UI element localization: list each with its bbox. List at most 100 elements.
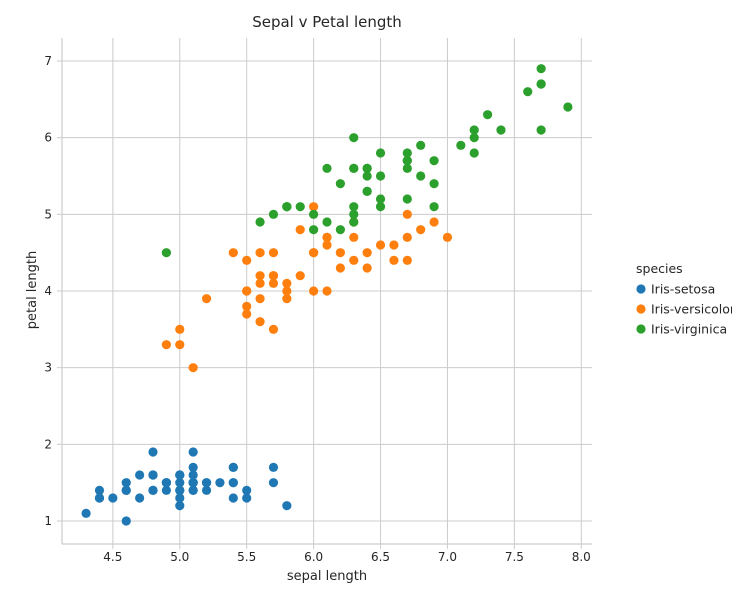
data-point [375, 148, 386, 158]
data-point [268, 209, 279, 219]
x-axis-label: sepal length [287, 569, 367, 584]
grid [62, 38, 592, 544]
data-point [496, 125, 506, 135]
data-point [429, 179, 439, 189]
legend-title: species [636, 261, 683, 276]
data-point [349, 133, 359, 143]
data-point [188, 447, 198, 457]
data-point [282, 294, 292, 304]
data-point [282, 278, 292, 288]
data-point [121, 485, 131, 495]
data-point [402, 232, 412, 242]
legend-marker [636, 284, 646, 294]
data-point [362, 163, 372, 173]
y-tick-label: 6 [44, 131, 52, 145]
x-tick-label: 7.0 [438, 550, 457, 564]
data-point [188, 470, 198, 480]
y-tick-label: 4 [44, 284, 52, 298]
data-point [161, 485, 171, 495]
data-point [188, 363, 198, 373]
data-point [536, 125, 546, 135]
data-point [228, 493, 238, 503]
data-point [188, 485, 198, 495]
data-point [349, 163, 359, 173]
data-point [268, 462, 279, 472]
y-tick-label: 7 [44, 54, 52, 68]
y-tick-label: 2 [44, 437, 52, 451]
data-point [228, 478, 238, 488]
legend-label: Iris-versicolor [651, 302, 732, 317]
data-point [148, 470, 158, 480]
data-point [309, 209, 319, 219]
data-point [242, 309, 252, 319]
data-point [268, 478, 279, 488]
data-point [135, 493, 145, 503]
data-point [536, 64, 546, 74]
data-point [255, 317, 265, 327]
data-point [161, 248, 171, 258]
data-point [375, 240, 386, 250]
legend-label: Iris-virginica [651, 322, 727, 337]
x-tick-label: 8.0 [572, 550, 591, 564]
data-point [268, 248, 279, 258]
data-point [175, 493, 185, 503]
data-points [81, 64, 573, 526]
data-point [255, 248, 265, 258]
data-point [349, 232, 359, 242]
data-point [429, 156, 439, 166]
data-point [242, 485, 252, 495]
data-point [375, 202, 386, 212]
y-tick-label: 5 [44, 207, 52, 221]
data-point [375, 194, 386, 204]
y-tick-label: 3 [44, 361, 52, 375]
data-point [416, 225, 426, 235]
data-point [469, 148, 479, 158]
data-point [402, 194, 412, 204]
data-point [255, 294, 265, 304]
x-tick-label: 4.5 [103, 550, 122, 564]
data-point [148, 485, 158, 495]
data-point [268, 271, 279, 281]
data-point [349, 202, 359, 212]
series-iris-setosa [81, 447, 292, 526]
data-point [322, 232, 332, 242]
data-point [135, 470, 145, 480]
data-point [282, 286, 292, 296]
data-point [429, 202, 439, 212]
data-point [335, 248, 345, 258]
data-point [402, 209, 412, 219]
data-point [349, 255, 359, 265]
data-point [228, 462, 238, 472]
data-point [442, 232, 453, 242]
data-point [469, 133, 479, 143]
data-point [94, 493, 105, 503]
data-point [349, 209, 359, 219]
data-point [175, 501, 185, 511]
data-point [295, 271, 305, 281]
data-point [456, 140, 466, 150]
data-point [81, 508, 91, 518]
data-point [242, 286, 252, 296]
y-axis-label: petal length [25, 251, 40, 330]
data-point [362, 248, 372, 258]
data-point [389, 255, 399, 265]
data-point [335, 225, 345, 235]
data-point [242, 255, 252, 265]
data-point [375, 171, 386, 181]
data-point [309, 286, 319, 296]
x-tick-label: 5.5 [237, 550, 256, 564]
data-point [322, 240, 332, 250]
data-point [389, 240, 399, 250]
data-point [121, 516, 131, 526]
data-point [469, 125, 479, 135]
data-point [255, 217, 265, 227]
data-point [255, 271, 265, 281]
data-point [322, 163, 332, 173]
data-point [362, 186, 372, 196]
data-point [108, 493, 118, 503]
data-point [188, 478, 198, 488]
data-point [536, 79, 546, 89]
data-point [175, 324, 185, 334]
